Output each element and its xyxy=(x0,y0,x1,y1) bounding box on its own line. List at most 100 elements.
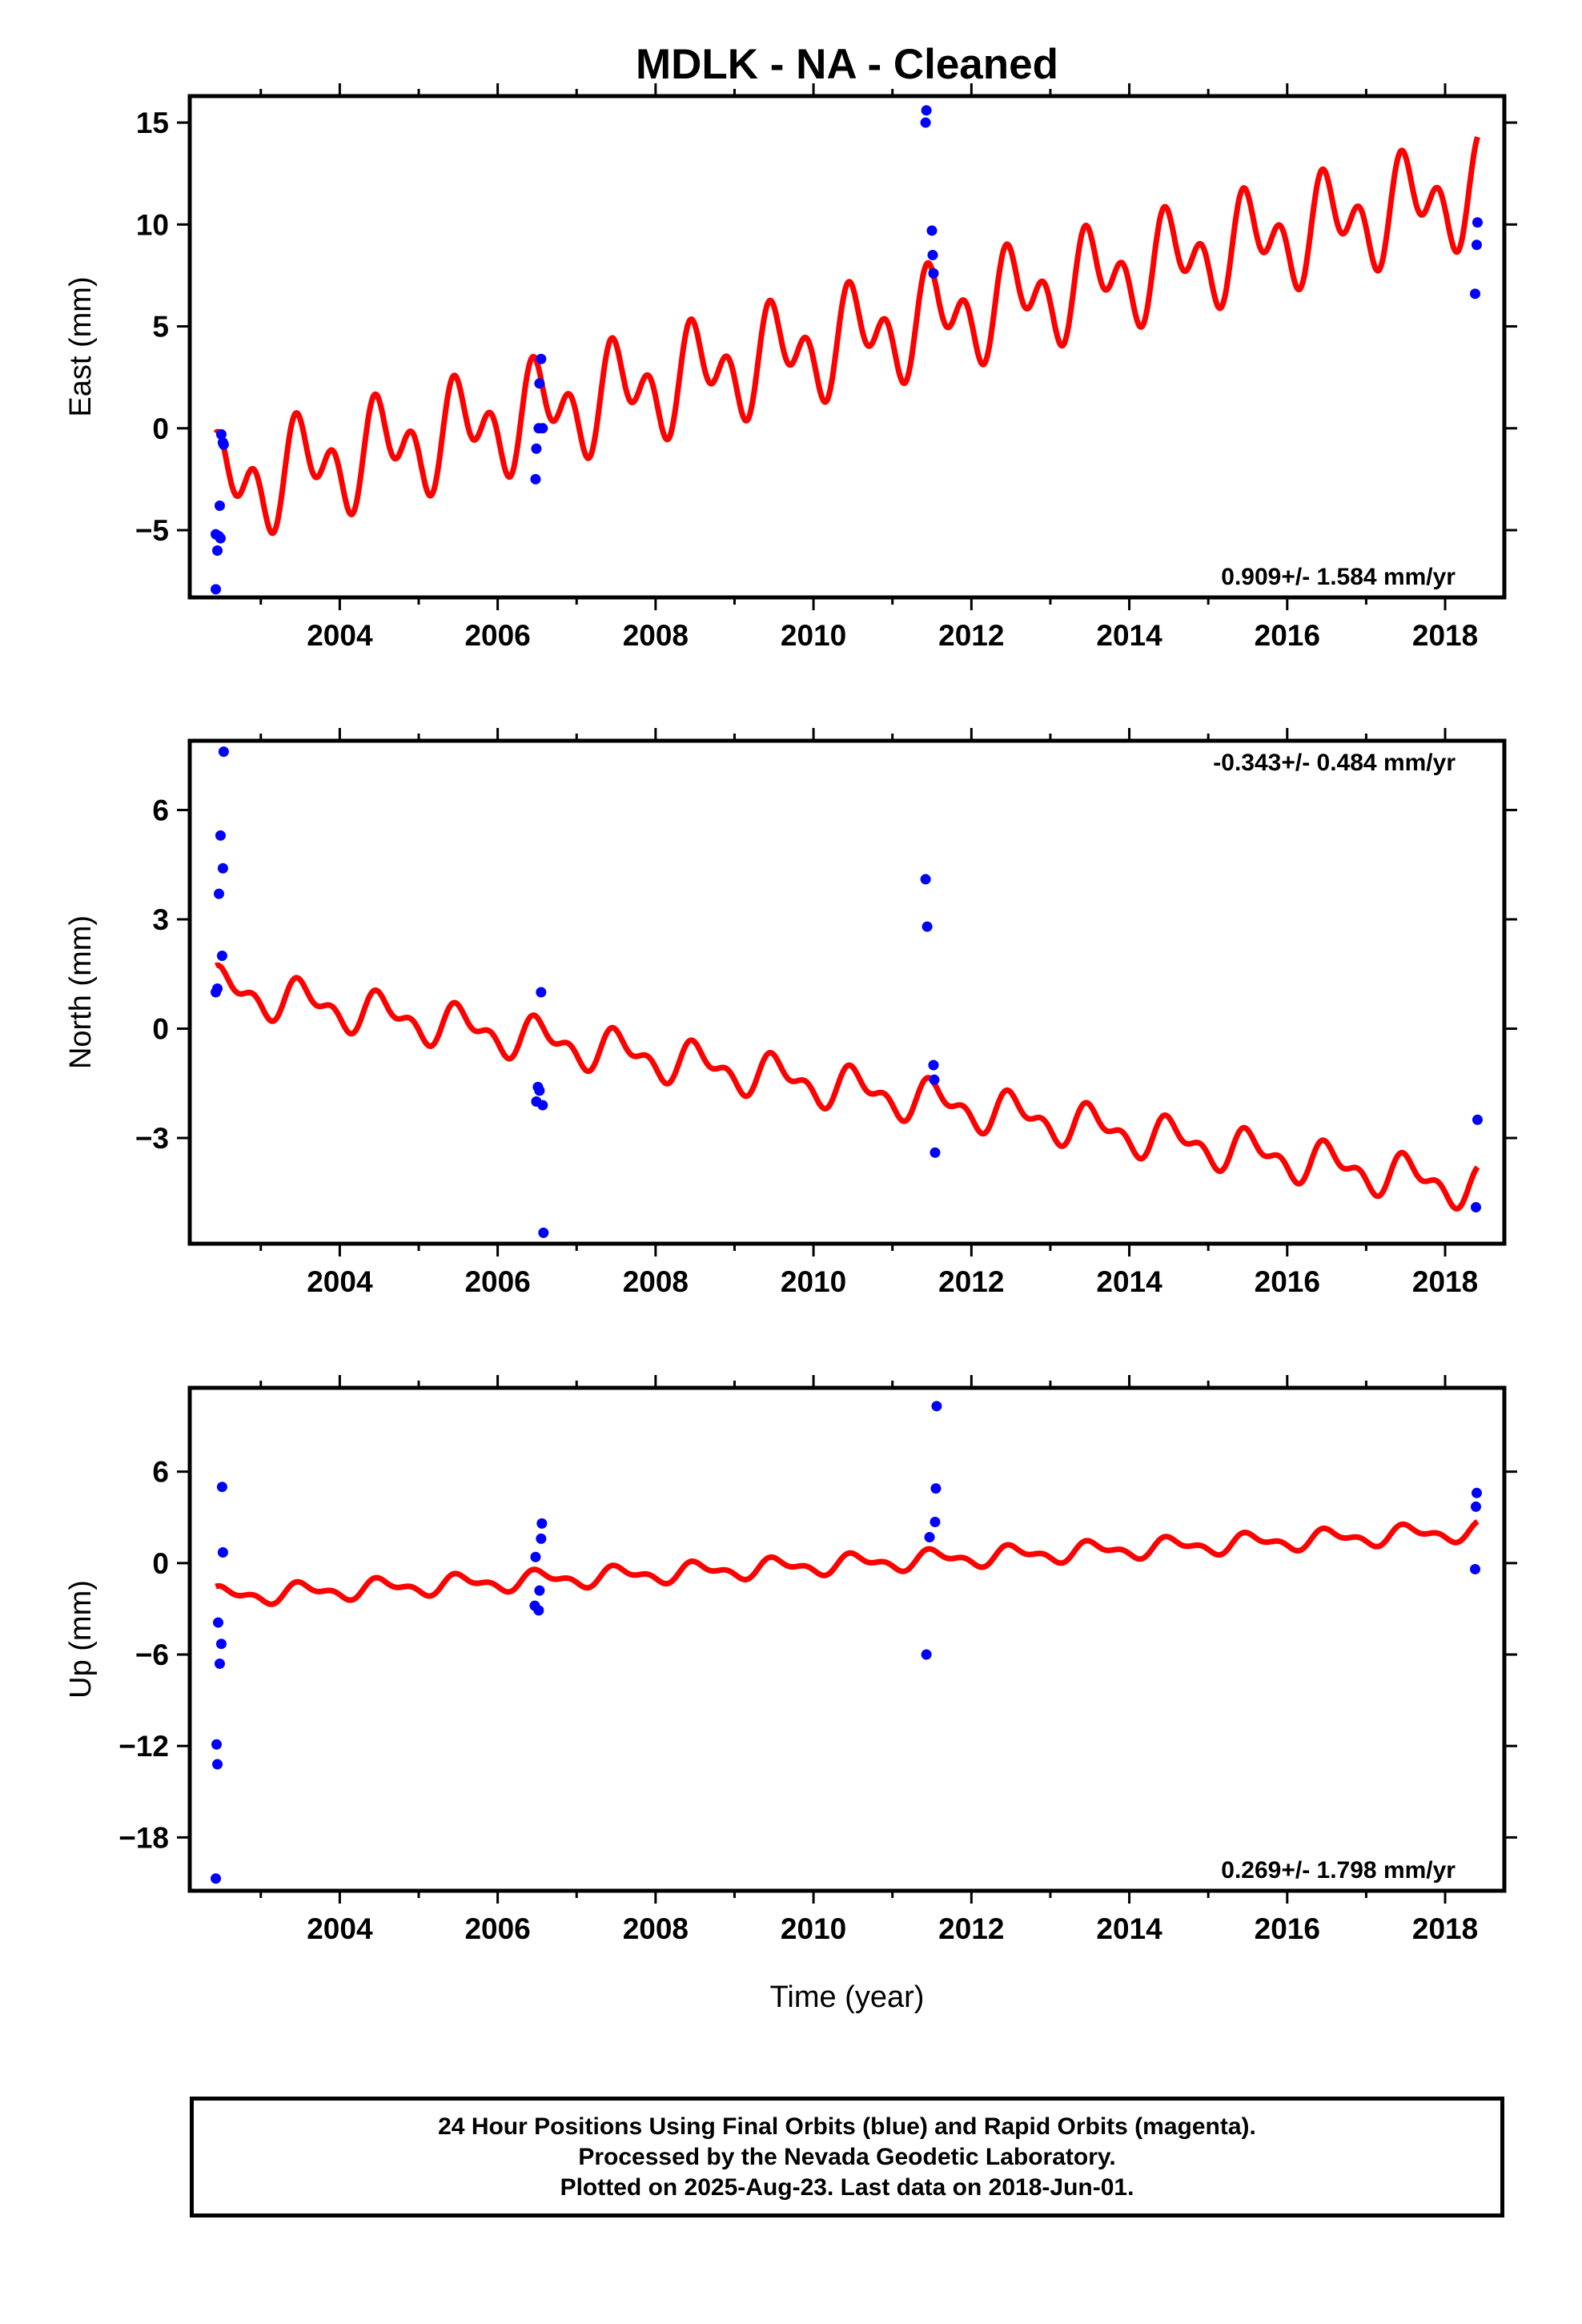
north-data-point xyxy=(538,1227,549,1238)
east-data-point xyxy=(926,225,938,236)
east-x-tick-label: 2010 xyxy=(781,619,846,652)
north-rate-label: -0.343+/- 0.484 mm/yr xyxy=(1213,750,1456,776)
north-data-point xyxy=(536,987,547,998)
up-data-point xyxy=(1470,1563,1481,1574)
up-y-tick-label: −6 xyxy=(135,1638,169,1671)
north-data-point xyxy=(921,921,933,932)
east-frame xyxy=(187,94,1507,600)
north-x-tick-label: 2018 xyxy=(1412,1265,1478,1298)
east-data-point xyxy=(215,428,227,440)
up-x-tick-label: 2008 xyxy=(623,1912,689,1945)
east-x-tick-label: 2006 xyxy=(464,619,530,652)
north-model-curve xyxy=(214,962,1480,1212)
up-data-point xyxy=(930,1483,942,1494)
north-data-point xyxy=(920,874,931,885)
east-y-tick-label: 15 xyxy=(136,107,169,139)
up-data-point xyxy=(1471,1487,1482,1498)
north-x-tick-label: 2004 xyxy=(307,1265,373,1298)
up-data-point xyxy=(536,1533,547,1544)
east-panel: 2004 2006 2008 2010 2012 2014 2016 2018 −5 0 5 10 15… xyxy=(64,83,1517,652)
up-data-point xyxy=(530,1551,541,1562)
east-data-point xyxy=(927,249,938,260)
north-frame xyxy=(187,738,1507,1246)
east-data-point xyxy=(212,545,223,556)
east-data-point xyxy=(211,584,222,595)
up-data-point xyxy=(534,1585,545,1596)
north-data-point xyxy=(930,1147,941,1158)
east-data-point xyxy=(534,378,545,389)
up-data-point xyxy=(217,1547,228,1558)
north-x-tick-label: 2014 xyxy=(1096,1265,1162,1298)
up-data-point xyxy=(214,1658,225,1669)
north-y-tick-label: −3 xyxy=(135,1122,169,1155)
up-data-point xyxy=(536,1518,548,1529)
north-x-tick-label: 2008 xyxy=(623,1265,689,1298)
panels: 2004 2006 2008 2010 2012 2014 2016 2018 −5 0 5 10 15… xyxy=(64,83,1517,1945)
footer-box: 24 Hour Positions Using Final Orbits (bl… xyxy=(190,2097,1504,2217)
north-y-axis-label: North (mm) xyxy=(64,915,98,1069)
east-x-tick-label: 2016 xyxy=(1255,619,1320,652)
east-data-point xyxy=(536,353,547,364)
east-x-tick-label: 2014 xyxy=(1096,619,1162,652)
east-x-tick-label: 2012 xyxy=(938,619,1004,652)
north-data-point xyxy=(537,1100,548,1111)
north-data-point xyxy=(534,1085,545,1096)
north-data-point xyxy=(217,862,228,874)
footer-line-2: Processed by the Nevada Geodetic Laborat… xyxy=(578,2143,1116,2170)
up-x-tick-label: 2006 xyxy=(464,1912,530,1945)
chart-title: MDLK - NA - Cleaned xyxy=(636,41,1058,88)
north-y-tick-label: 3 xyxy=(152,903,169,936)
east-y-tick-label: 5 xyxy=(152,311,169,344)
north-data-point xyxy=(216,950,227,961)
up-x-tick-label: 2010 xyxy=(781,1912,846,1945)
north-x-tick-label: 2010 xyxy=(781,1265,846,1298)
up-data-point xyxy=(1470,1501,1481,1512)
east-data-point xyxy=(218,439,229,450)
east-y-tick-label: 0 xyxy=(152,412,169,445)
up-y-tick-label: −18 xyxy=(118,1821,169,1854)
up-panel: 2004 2006 2008 2010 2012 2014 2016 2018 −18 −12 −6… xyxy=(64,1375,1517,1945)
up-data-point xyxy=(215,1638,227,1650)
north-data-point xyxy=(213,888,224,899)
up-data-point xyxy=(930,1516,941,1527)
up-data-point xyxy=(213,1617,224,1628)
north-x-tick-label: 2016 xyxy=(1255,1265,1320,1298)
north-x-tick-label: 2006 xyxy=(464,1265,530,1298)
east-data-point xyxy=(215,533,226,544)
up-x-tick-label: 2004 xyxy=(307,1912,373,1945)
up-rate-label: 0.269+/- 1.798 mm/yr xyxy=(1221,1857,1456,1884)
up-x-tick-label: 2012 xyxy=(938,1912,1004,1945)
north-data-point xyxy=(1472,1114,1483,1125)
east-y-axis-label: East (mm) xyxy=(64,276,98,416)
up-x-tick-label: 2016 xyxy=(1255,1912,1320,1945)
up-data-point xyxy=(212,1759,223,1770)
north-y-tick-label: 0 xyxy=(152,1013,169,1046)
east-y-tick-label: 10 xyxy=(136,208,169,241)
up-model-curve xyxy=(214,1519,1480,1607)
north-data-point xyxy=(215,830,226,841)
up-x-tick-label: 2018 xyxy=(1412,1912,1478,1945)
east-x-tick-label: 2008 xyxy=(623,619,689,652)
up-frame xyxy=(187,1385,1507,1893)
east-data-point xyxy=(920,117,931,128)
east-data-point xyxy=(928,267,939,279)
east-model-curve xyxy=(213,136,1480,537)
up-x-tick-label: 2014 xyxy=(1096,1912,1162,1945)
up-y-tick-label: −12 xyxy=(118,1730,169,1763)
east-data-point xyxy=(1470,288,1481,300)
east-data-point xyxy=(1472,217,1483,228)
up-y-axis-label: Up (mm) xyxy=(64,1580,98,1699)
up-data-point xyxy=(931,1401,942,1412)
east-data-point xyxy=(921,105,932,116)
east-rate-label: 0.909+/- 1.584 mm/yr xyxy=(1221,564,1456,590)
north-data-point xyxy=(928,1059,939,1071)
footer-line-1: 24 Hour Positions Using Final Orbits (bl… xyxy=(438,2113,1256,2140)
east-data-point xyxy=(1471,239,1482,251)
up-data-point xyxy=(921,1649,932,1660)
up-data-point xyxy=(216,1482,227,1493)
up-data-point xyxy=(924,1531,935,1542)
north-data-point xyxy=(218,746,229,758)
east-y-tick-label: −5 xyxy=(135,514,169,547)
up-data-point xyxy=(533,1605,544,1616)
